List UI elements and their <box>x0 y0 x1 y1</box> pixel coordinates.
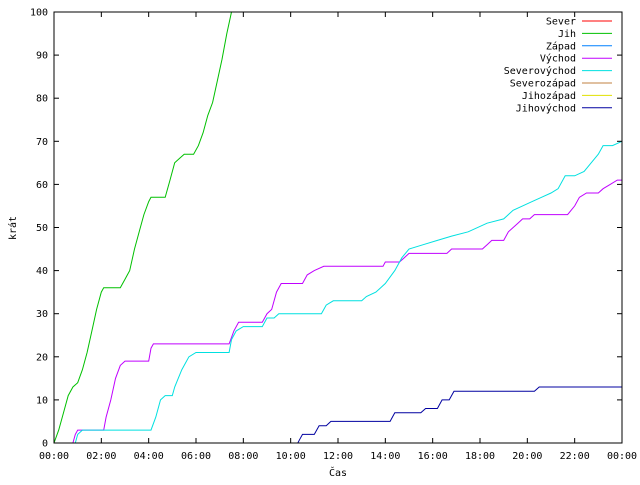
series-layer <box>53 11 623 444</box>
y-tick-label: 10 <box>36 395 48 406</box>
x-tick-label: 00:00 <box>607 451 637 462</box>
x-tick-label: 16:00 <box>418 451 448 462</box>
x-tick-label: 02:00 <box>86 451 116 462</box>
x-tick-label: 18:00 <box>465 451 495 462</box>
legend-label-3: Východ <box>540 53 576 65</box>
y-tick-label: 30 <box>36 309 48 320</box>
y-tick-label: 50 <box>36 223 48 234</box>
y-tick-label: 40 <box>36 266 48 277</box>
legend-label-0: Sever <box>546 17 576 28</box>
legend-label-5: Severozápad <box>510 78 576 90</box>
x-tick-label: 04:00 <box>134 451 164 462</box>
x-tick-label: 20:00 <box>512 451 542 462</box>
series-line-4 <box>54 140 623 444</box>
y-tick-label: 60 <box>36 180 48 191</box>
legend-label-6: Jihozápad <box>522 90 576 102</box>
series-line-3 <box>54 179 622 444</box>
y-tick-label: 70 <box>36 137 48 148</box>
x-tick-label: 22:00 <box>560 451 590 462</box>
x-tick-label: 00:00 <box>39 451 69 462</box>
legend: SeverJihZápadVýchodSeverovýchodSeverozáp… <box>504 17 612 114</box>
x-tick-label: 08:00 <box>228 451 258 462</box>
y-tick-label: 100 <box>30 8 48 19</box>
x-tick-label: 14:00 <box>370 451 400 462</box>
y-tick-label: 0 <box>42 439 48 450</box>
axis-ticks: 00:00 02:00 04:00 06:00 08:00 10:00 12:00 14:00… <box>30 8 637 463</box>
y-axis-label: krát <box>7 216 19 240</box>
series-line-1 <box>53 11 232 444</box>
legend-label-7: Jihovýchod <box>516 102 576 114</box>
y-tick-label: 80 <box>36 94 48 105</box>
x-tick-label: 12:00 <box>323 451 353 462</box>
x-tick-label: 10:00 <box>276 451 306 462</box>
legend-label-1: Jih <box>558 29 576 40</box>
series-line-7 <box>54 386 622 444</box>
y-tick-label: 90 <box>36 51 48 62</box>
legend-label-4: Severovýchod <box>504 65 576 77</box>
x-axis-label: Čas <box>329 466 347 479</box>
x-tick-label: 06:00 <box>181 451 211 462</box>
legend-label-2: Západ <box>546 40 576 52</box>
y-tick-label: 20 <box>36 352 48 363</box>
